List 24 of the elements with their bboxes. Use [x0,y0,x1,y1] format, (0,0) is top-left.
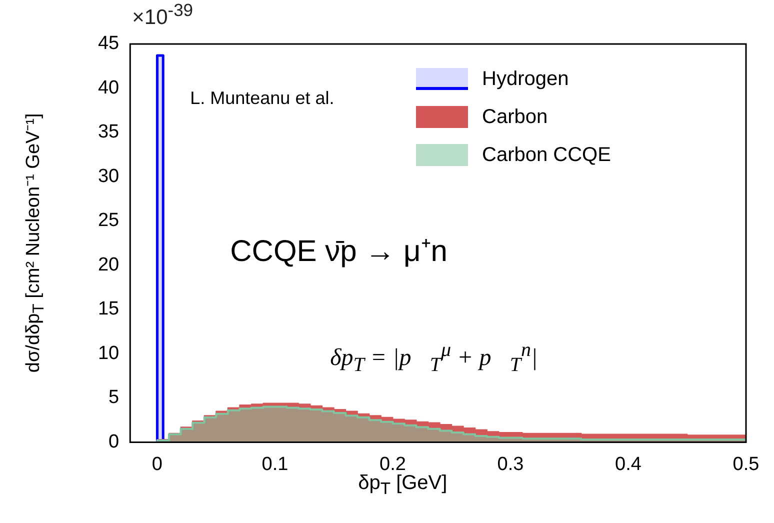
y-tick-label: 15 [98,298,120,320]
y-tick-label: 45 [98,33,120,54]
y-tick-label: 0 [108,431,120,452]
x-tick-label: 0.1 [262,454,288,475]
x-tick-label: 0.5 [732,454,760,475]
x-tick-label: 0.3 [497,454,524,475]
y-tick-label: 35 [98,122,120,143]
annotation: L. Munteanu et al. [190,88,334,109]
x-axis-title: δp$_{T}$ [GeV] [358,472,448,500]
legend-label: Hydrogen [482,68,569,90]
x-tick-label: 0 [152,454,163,475]
text: ×10$^{-39}$ [132,0,194,30]
y-tick-label: 10 [98,342,120,364]
x-tick-label: 0.4 [615,454,642,475]
legend-label: Carbon [482,106,548,128]
annotation: CCQE ν̄p → μ⁺n [230,234,448,270]
y-tick-label: 25 [98,210,120,232]
y-tick-label: 5 [108,387,120,408]
x-tick-label: 0.2 [380,454,406,475]
y-tick-label: 20 [98,254,120,276]
legend-label: Carbon CCQE [482,144,611,166]
y-tick-label: 40 [98,77,120,98]
text: δp$_{T}$ = |p⃗$_{T}$$^{μ}$ + p⃗$_{T}$$^{n}$| [330,339,538,376]
y-tick-label: 30 [98,166,120,187]
